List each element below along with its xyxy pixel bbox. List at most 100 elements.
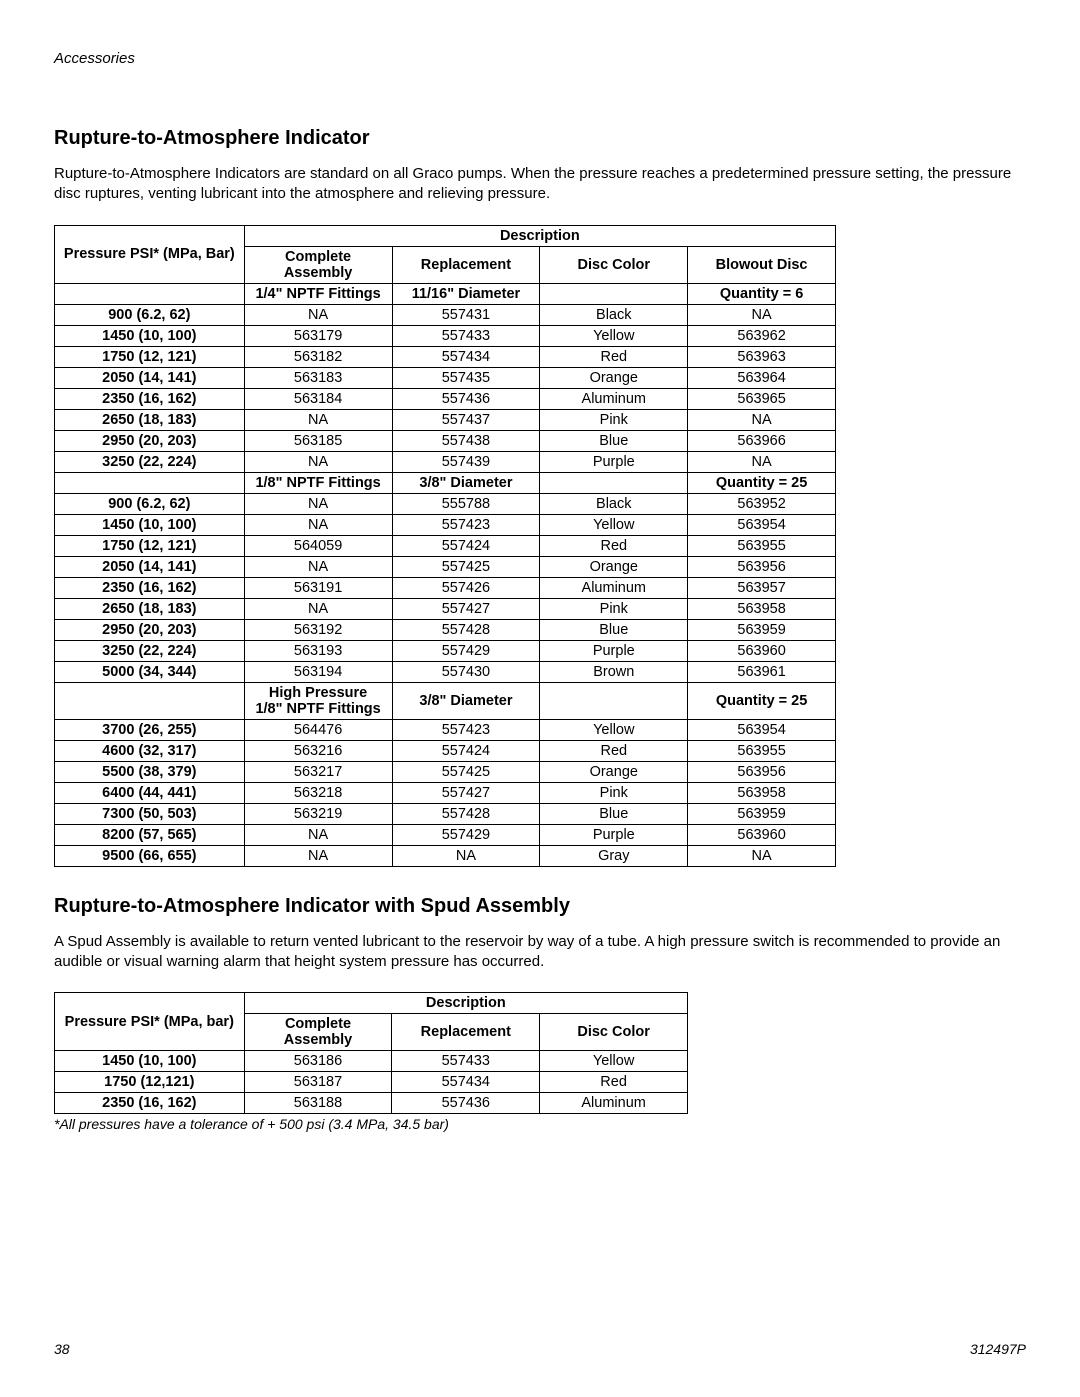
- cell: 563954: [688, 514, 836, 535]
- cell: Pink: [540, 598, 688, 619]
- cell: 557436: [392, 1093, 540, 1114]
- cell: 563964: [688, 367, 836, 388]
- group3-assembly-line1: High Pressure: [269, 685, 367, 701]
- cell: 557428: [392, 619, 540, 640]
- table-row: 6400 (44, 441)563218557427Pink563958: [55, 782, 836, 803]
- cell: 563954: [688, 719, 836, 740]
- table-row: 900 (6.2, 62)NA557431BlackNA: [55, 304, 836, 325]
- section1-title: Rupture-to-Atmosphere Indicator: [54, 127, 1026, 150]
- table-row: 2650 (18, 183)NA557427Pink563958: [55, 598, 836, 619]
- cell: Purple: [540, 824, 688, 845]
- cell: 564059: [244, 535, 392, 556]
- cell: 1450 (10, 100): [55, 514, 245, 535]
- cell: Aluminum: [540, 388, 688, 409]
- table-row: 1450 (10, 100)563179557433Yellow563962: [55, 325, 836, 346]
- cell: 563963: [688, 346, 836, 367]
- cell: NA: [244, 451, 392, 472]
- cell: Orange: [540, 556, 688, 577]
- cell: 555788: [392, 493, 540, 514]
- group3-blowout-note: Quantity = 25: [688, 682, 836, 719]
- cell: 557431: [392, 304, 540, 325]
- cell: NA: [392, 845, 540, 866]
- cell: 557435: [392, 367, 540, 388]
- cell: NA: [244, 514, 392, 535]
- table-row: 1450 (10, 100)563186557433Yellow: [55, 1051, 688, 1072]
- cell: 8200 (57, 565): [55, 824, 245, 845]
- cell: NA: [244, 556, 392, 577]
- cell: Pink: [540, 782, 688, 803]
- cell: Yellow: [540, 1051, 688, 1072]
- group3-assembly-note: High Pressure 1/8" NPTF Fittings: [244, 682, 392, 719]
- section2-intro: A Spud Assembly is available to return v…: [54, 932, 1026, 973]
- table-row: 2050 (14, 141)563183557435Orange563964: [55, 367, 836, 388]
- group2-assembly-note: 1/8" NPTF Fittings: [244, 472, 392, 493]
- cell: 563184: [244, 388, 392, 409]
- cell: Red: [540, 346, 688, 367]
- cell: 557434: [392, 1072, 540, 1093]
- cell: 563218: [244, 782, 392, 803]
- cell: 563186: [244, 1051, 392, 1072]
- group1-replacement-note: 11/16" Diameter: [392, 283, 540, 304]
- group2-replacement-note: 3/8" Diameter: [392, 472, 540, 493]
- table-row: 8200 (57, 565)NA557429Purple563960: [55, 824, 836, 845]
- cell: NA: [688, 304, 836, 325]
- cell: NA: [688, 451, 836, 472]
- table-spud-assembly: Pressure PSI* (MPa, bar) Description Com…: [54, 992, 688, 1114]
- doc-id: 312497P: [970, 1341, 1026, 1357]
- cell: Purple: [540, 640, 688, 661]
- col2-disc-color-header: Disc Color: [540, 1014, 688, 1051]
- cell: Blue: [540, 430, 688, 451]
- col-replacement-header: Replacement: [392, 246, 540, 283]
- cell: 563185: [244, 430, 392, 451]
- cell: 2050 (14, 141): [55, 556, 245, 577]
- cell: 563192: [244, 619, 392, 640]
- cell: 563958: [688, 598, 836, 619]
- cell: NA: [244, 824, 392, 845]
- cell: 563179: [244, 325, 392, 346]
- cell: 563955: [688, 535, 836, 556]
- description2-header: Description: [244, 993, 687, 1014]
- cell: 557433: [392, 1051, 540, 1072]
- description-header: Description: [244, 225, 835, 246]
- cell: 1750 (12,121): [55, 1072, 245, 1093]
- cell: 900 (6.2, 62): [55, 304, 245, 325]
- cell: 557427: [392, 782, 540, 803]
- cell: 557436: [392, 388, 540, 409]
- cell: 1450 (10, 100): [55, 325, 245, 346]
- cell: 1750 (12, 121): [55, 535, 245, 556]
- group1-blowout-note: Quantity = 6: [688, 283, 836, 304]
- table-row: 900 (6.2, 62)NA555788Black563952: [55, 493, 836, 514]
- col2-replacement-header: Replacement: [392, 1014, 540, 1051]
- cell: 563219: [244, 803, 392, 824]
- cell: Purple: [540, 451, 688, 472]
- table-row: 3250 (22, 224)563193557429Purple563960: [55, 640, 836, 661]
- col-disc-color-header: Disc Color: [540, 246, 688, 283]
- cell: Yellow: [540, 325, 688, 346]
- cell: 563955: [688, 740, 836, 761]
- table-row: 1750 (12, 121)563182557434Red563963: [55, 346, 836, 367]
- section1-intro: Rupture-to-Atmosphere Indicators are sta…: [54, 164, 1026, 205]
- cell: 2950 (20, 203): [55, 430, 245, 451]
- cell: 557423: [392, 719, 540, 740]
- cell: 557429: [392, 824, 540, 845]
- col-pressure-header: Pressure PSI* (MPa, Bar): [55, 225, 245, 283]
- cell: Red: [540, 1072, 688, 1093]
- cell: 557438: [392, 430, 540, 451]
- cell: 557427: [392, 598, 540, 619]
- cell: 563959: [688, 803, 836, 824]
- cell: NA: [244, 304, 392, 325]
- table-row: 1450 (10, 100)NA557423Yellow563954: [55, 514, 836, 535]
- cell: 563960: [688, 640, 836, 661]
- group2-header-row: 1/8" NPTF Fittings 3/8" Diameter Quantit…: [55, 472, 836, 493]
- cell: NA: [244, 409, 392, 430]
- cell: 1750 (12, 121): [55, 346, 245, 367]
- cell: Gray: [540, 845, 688, 866]
- table-row: 7300 (50, 503)563219557428Blue563959: [55, 803, 836, 824]
- cell: 557439: [392, 451, 540, 472]
- cell: 563194: [244, 661, 392, 682]
- cell: 2650 (18, 183): [55, 598, 245, 619]
- cell: Red: [540, 535, 688, 556]
- cell: 563958: [688, 782, 836, 803]
- table-row: 2350 (16, 162)563184557436Aluminum563965: [55, 388, 836, 409]
- cell: Black: [540, 304, 688, 325]
